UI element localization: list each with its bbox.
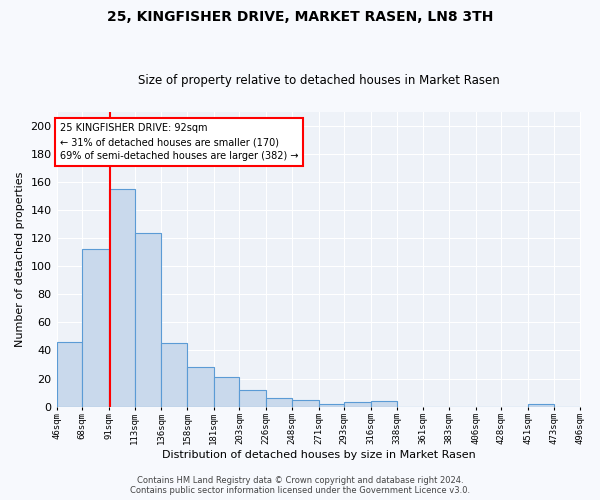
X-axis label: Distribution of detached houses by size in Market Rasen: Distribution of detached houses by size …: [161, 450, 475, 460]
Bar: [528, 404, 554, 406]
Bar: [56, 342, 82, 406]
Bar: [292, 400, 319, 406]
Bar: [371, 401, 397, 406]
Bar: [239, 390, 266, 406]
Y-axis label: Number of detached properties: Number of detached properties: [15, 172, 25, 347]
Bar: [266, 398, 292, 406]
Text: 25, KINGFISHER DRIVE, MARKET RASEN, LN8 3TH: 25, KINGFISHER DRIVE, MARKET RASEN, LN8 …: [107, 10, 493, 24]
Bar: [214, 377, 239, 406]
Title: Size of property relative to detached houses in Market Rasen: Size of property relative to detached ho…: [137, 74, 499, 87]
Bar: [187, 368, 214, 406]
Bar: [134, 232, 161, 406]
Bar: [344, 402, 371, 406]
Bar: [161, 344, 187, 406]
Bar: [109, 189, 134, 406]
Text: 25 KINGFISHER DRIVE: 92sqm
← 31% of detached houses are smaller (170)
69% of sem: 25 KINGFISHER DRIVE: 92sqm ← 31% of deta…: [60, 123, 299, 161]
Text: Contains HM Land Registry data © Crown copyright and database right 2024.
Contai: Contains HM Land Registry data © Crown c…: [130, 476, 470, 495]
Bar: [82, 250, 109, 406]
Bar: [319, 404, 344, 406]
